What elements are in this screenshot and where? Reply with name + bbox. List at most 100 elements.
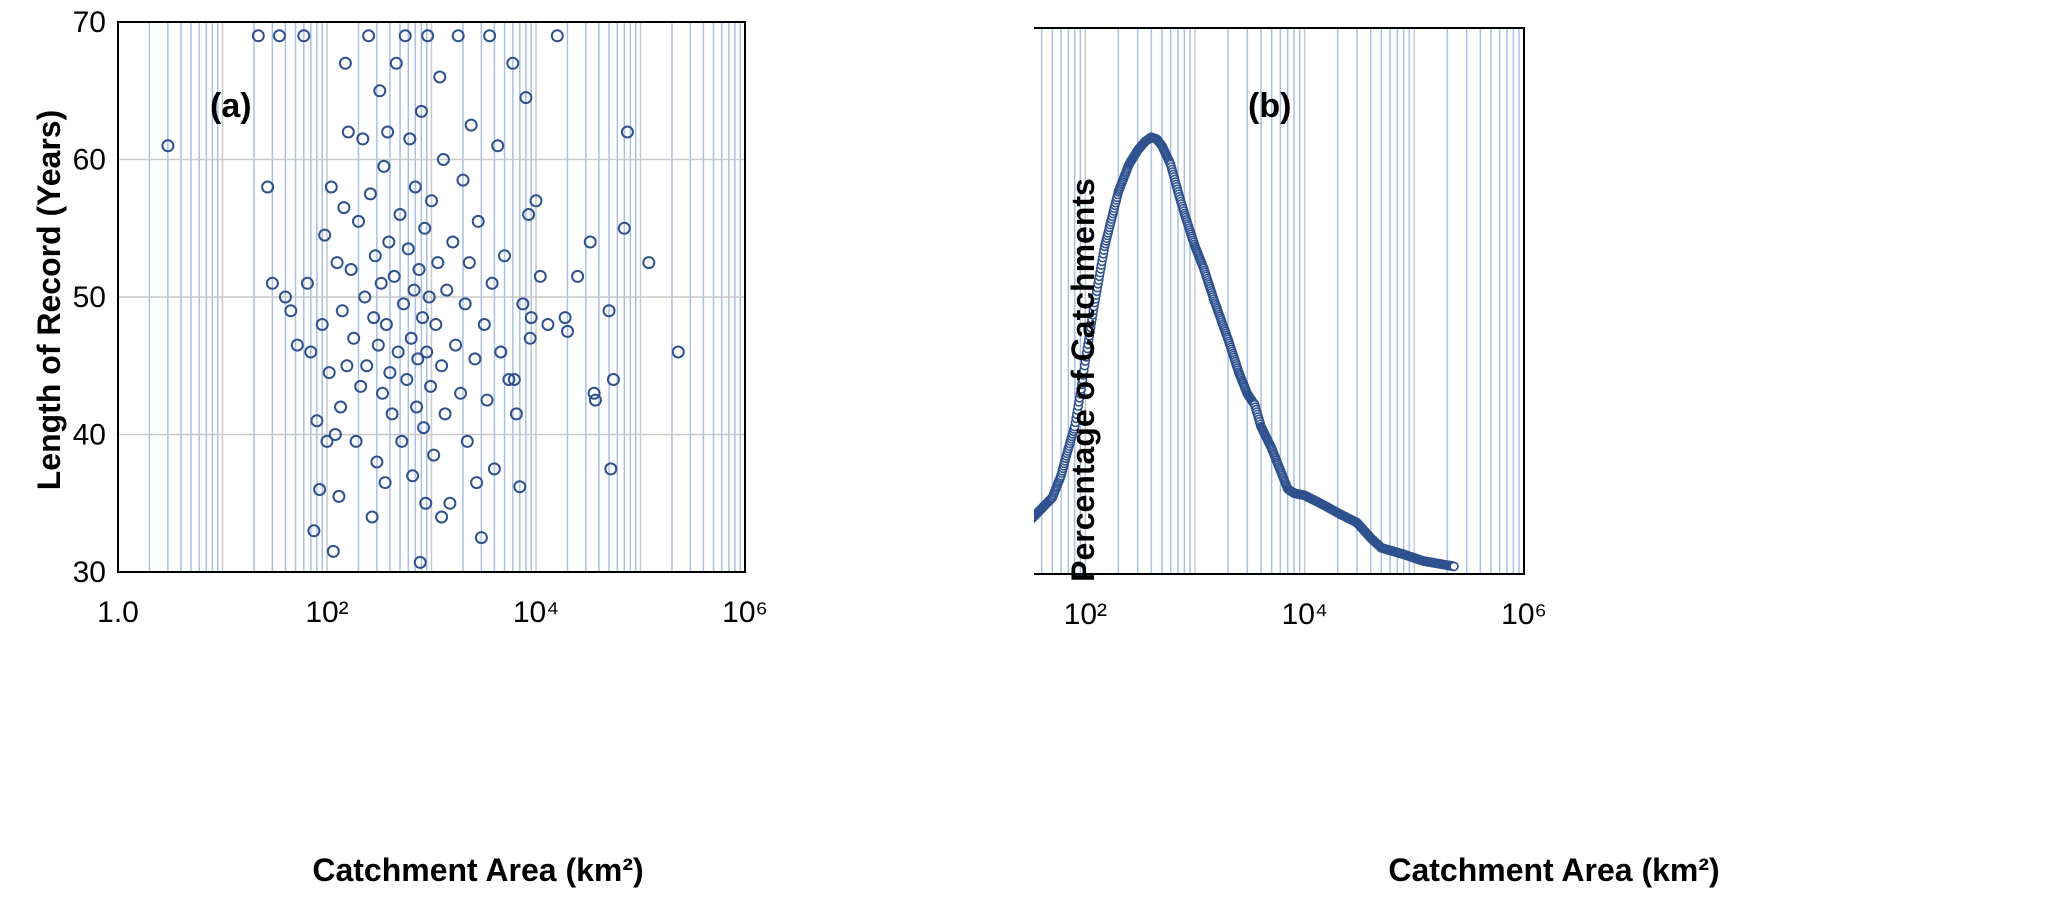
- panel-a-data-point: [407, 283, 421, 297]
- panel-a-data-point: [320, 434, 334, 448]
- panel-b-x-tick-label: 10²: [1064, 598, 1107, 631]
- panel-a-data-point: [529, 194, 543, 208]
- panel-a-data-point: [374, 276, 388, 290]
- panel-a-data-point: [435, 510, 449, 524]
- panel-b-x-tick-label: 10⁴: [1282, 598, 1328, 631]
- panel-a-data-point: [272, 29, 286, 43]
- panel-a-data-point: [523, 331, 537, 345]
- panel-a-data-point: [304, 345, 318, 359]
- panel-a-data-point: [416, 311, 429, 325]
- panel-a-data-point: [278, 290, 292, 304]
- panel-a-y-tick-label: 40: [73, 419, 106, 452]
- panel-a-data-point: [354, 379, 368, 393]
- panel-a-data-point: [498, 249, 511, 263]
- panel-a-data-point: [307, 524, 321, 538]
- panel-a-data-point: [483, 29, 497, 43]
- panel-a-data-point: [606, 373, 620, 386]
- panel-b-curve: [1034, 132, 1459, 572]
- panel-a-label: (a): [210, 87, 252, 125]
- panel-a-data-point: [313, 483, 327, 496]
- panel-a-data-point: [382, 235, 396, 249]
- panel-a-data-point: [417, 421, 431, 435]
- panel-a-data-point: [449, 338, 463, 352]
- panel-a-data-point: [360, 359, 374, 373]
- panel-a-data-point: [371, 338, 385, 352]
- panel-a-y-tick-label: 30: [73, 556, 106, 589]
- panel-a-data-point: [421, 29, 435, 43]
- panel-b-gridlines: [1040, 28, 1520, 574]
- panel-a-data-point: [671, 345, 685, 359]
- panel-b-tick-labels: 1.010²10⁴10⁶01020304050: [1064, 598, 1547, 631]
- panel-a-data-point: [358, 290, 372, 304]
- panel-a-data-point: [330, 256, 344, 270]
- panel-a-tick-labels: 1.0 10² 10⁴ 10⁶ 30 40 50 60 70: [73, 6, 768, 629]
- panel-a-data-point: [558, 311, 572, 325]
- panel-a-data-point: [381, 125, 395, 139]
- panel-a-data-point: [406, 469, 420, 483]
- panel-a-data-point: [161, 139, 175, 153]
- panel-a-data-point: [458, 297, 472, 311]
- panel-a-x-tick-label: 10⁴: [513, 596, 559, 629]
- panel-a-data-point: [410, 400, 424, 414]
- panel-a-data-point: [480, 393, 494, 407]
- panel-a-data-point: [436, 153, 450, 166]
- panel-a-data-point: [588, 393, 602, 407]
- panel-a-data-point: [334, 400, 348, 414]
- panel-a-data-point: [470, 476, 484, 490]
- panel-a-data-point: [485, 276, 499, 290]
- panel-a-data-point: [400, 373, 414, 386]
- panel-a-data-point: [429, 318, 443, 331]
- panel-a-data-point: [587, 386, 601, 400]
- panel-a-y-tick-label: 70: [73, 6, 106, 39]
- panel-a-data-point: [506, 56, 520, 70]
- panel-a-data-point: [435, 359, 449, 373]
- panel-a-data-point: [414, 104, 428, 118]
- panel-a-data-point: [571, 269, 585, 283]
- panel-a-data-point: [456, 173, 470, 187]
- panel-a-data-point: [427, 448, 441, 462]
- panel-b-x-tick-label: 10⁶: [1501, 598, 1547, 631]
- panel-a-data-point: [347, 331, 361, 345]
- panel-a-data-point: [411, 352, 425, 366]
- panel-a-data-point: [370, 455, 384, 469]
- panel-a-data-point: [376, 386, 389, 400]
- panel-a-data-point: [550, 29, 564, 43]
- panel-a-data-point: [373, 84, 387, 98]
- panel-a-data-point: [367, 311, 381, 325]
- panel-a-data-point: [412, 263, 426, 276]
- panel-a-data-point: [324, 180, 338, 194]
- panel-a-data-point: [352, 214, 365, 228]
- panel-a-data-point: [310, 414, 324, 428]
- panel-a-data-point: [389, 56, 403, 70]
- panel-a-data-point: [431, 256, 445, 270]
- panel-a-data-point: [418, 221, 432, 235]
- panel-a-data-point: [326, 544, 340, 558]
- panel-a-x-tick-label: 10²: [305, 596, 348, 629]
- panel-a-data-point: [363, 187, 377, 201]
- panel-a-data-point: [474, 531, 488, 545]
- panel-a-data-point: [393, 208, 407, 221]
- panel-a-data-point: [318, 228, 332, 242]
- panel-a-data-point: [620, 125, 634, 139]
- panel-a-data-point: [391, 345, 405, 359]
- panel-a-data-point: [378, 476, 392, 490]
- panel-a-data-point: [561, 324, 574, 338]
- panel-a-data-point: [338, 56, 352, 70]
- panel-a-data-point: [440, 283, 454, 297]
- panel-a-data-point: [583, 235, 597, 249]
- panel-a-data-point: [420, 345, 434, 359]
- panel-a-data-point: [385, 407, 399, 421]
- panel-a-data-point: [265, 276, 279, 290]
- panel-a-points: [161, 29, 685, 569]
- panel-a-data-point: [300, 276, 314, 290]
- panel-a-data-point: [383, 366, 397, 380]
- panel-a-data-point: [522, 208, 536, 221]
- panel-a-data-point: [284, 304, 298, 318]
- panel-a-data-point: [446, 235, 460, 249]
- panel-a-data-point: [617, 221, 631, 235]
- panel-a-data-point: [404, 331, 418, 345]
- panel-a-data-point: [462, 256, 476, 270]
- panel-a-data-point: [413, 555, 427, 569]
- panel-a-data-point: [290, 338, 304, 352]
